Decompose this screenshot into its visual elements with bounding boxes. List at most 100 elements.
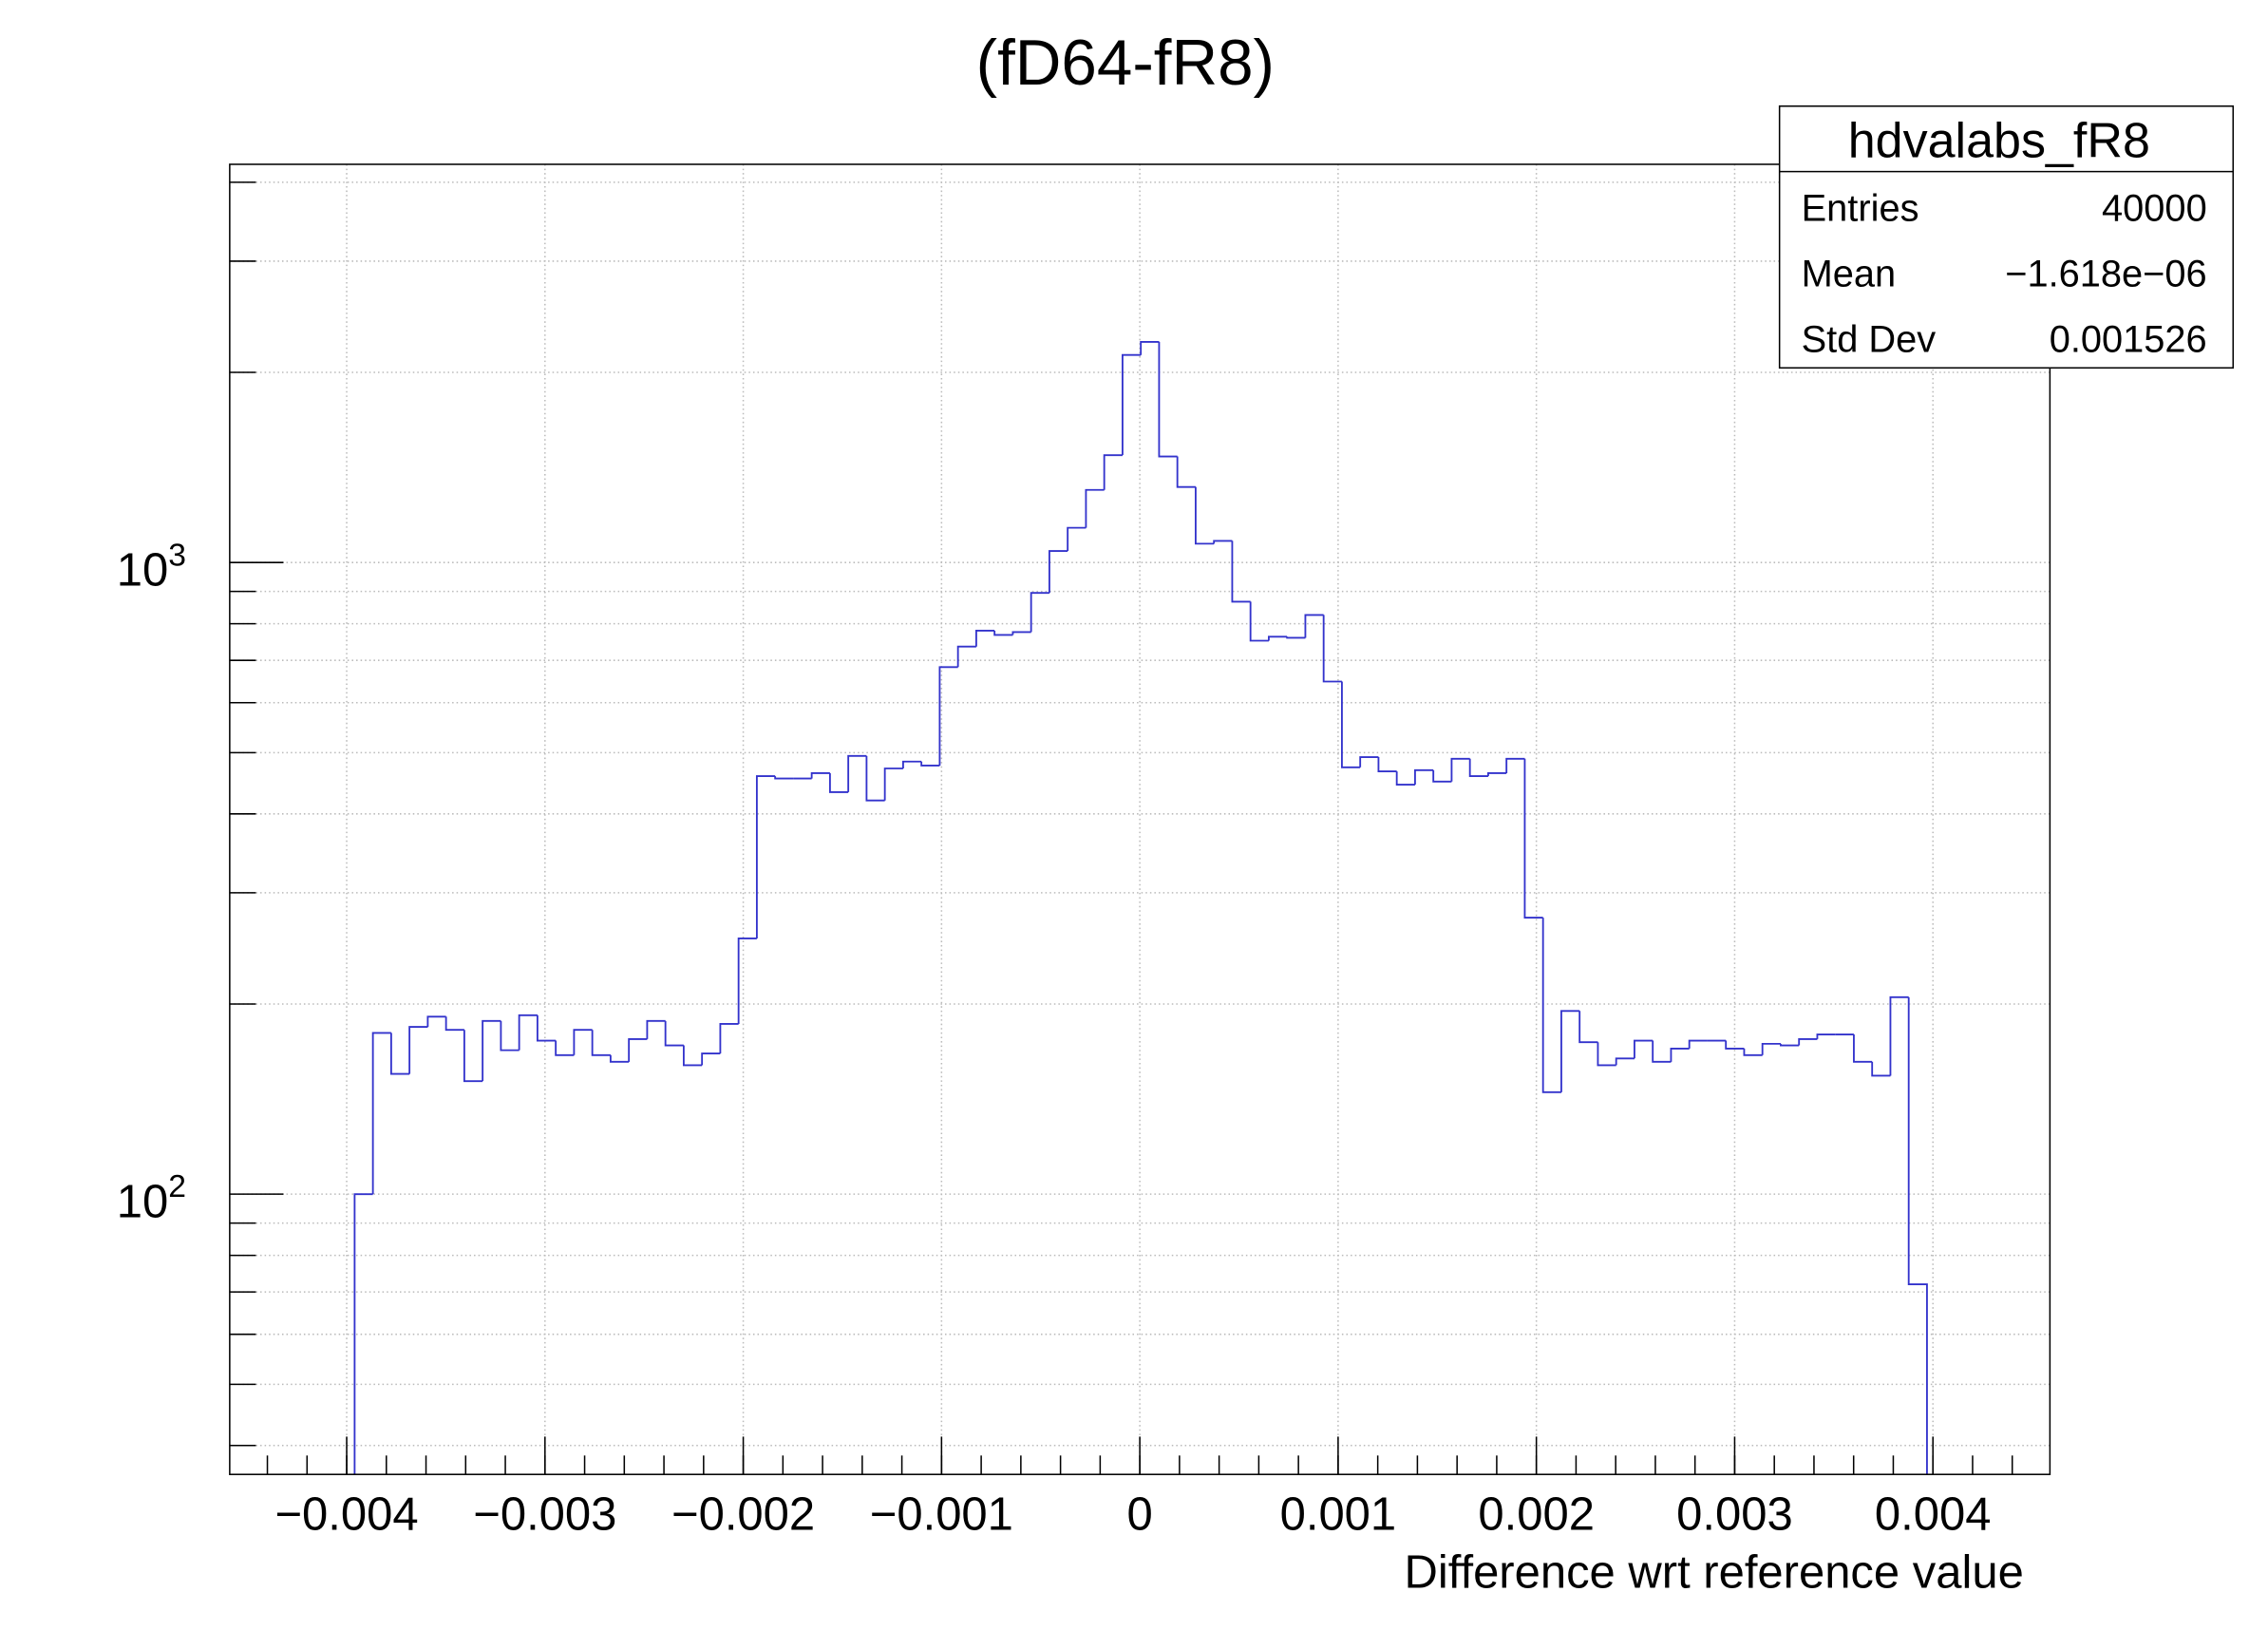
histogram-bin: [426, 1015, 446, 1028]
histogram-bin: [536, 1014, 557, 1042]
histogram-bin: [1103, 454, 1123, 490]
histogram-bin: [1597, 1042, 1616, 1067]
histogram-bin: [1743, 1048, 1763, 1056]
histogram-bin: [901, 760, 922, 769]
histogram-bin: [1505, 757, 1525, 773]
stats-box-frame: [1778, 104, 2235, 370]
stats-box-title: hdvalabs_fR8: [1848, 113, 2150, 168]
histogram-bin: [701, 1052, 721, 1066]
axis-ticks: [229, 181, 2013, 1475]
histogram-bin: [1140, 341, 1160, 355]
histogram-bin: [1067, 526, 1087, 552]
histogram-bin: [1725, 1040, 1745, 1050]
histogram-bin: [1121, 353, 1142, 456]
histogram-bin: [1523, 758, 1543, 919]
histogram-bin: [1030, 592, 1049, 633]
histogram-bin: [463, 1030, 483, 1083]
histogram-bin: [883, 768, 903, 801]
histogram-bin: [591, 1030, 611, 1056]
histogram-bin: [1780, 1043, 1800, 1047]
histogram-bin: [609, 1054, 630, 1063]
histogram-bin: [1176, 456, 1196, 488]
histogram-bin: [810, 772, 830, 779]
histogram-bin: [1871, 1061, 1891, 1077]
histogram-bin: [682, 1045, 703, 1067]
histogram-bin: [938, 666, 958, 766]
histogram-bin: [1048, 550, 1068, 594]
histogram-bin: [1414, 768, 1434, 786]
chart-title: (fD64-fR8): [976, 28, 1275, 99]
y-tick-labels: 102 103: [117, 538, 186, 1227]
histogram-bin: [664, 1020, 684, 1047]
histogram-bin: [755, 775, 776, 938]
histogram-bin: [1670, 1048, 1690, 1062]
x-tick-label: 0.001: [1280, 1488, 1397, 1540]
y-tick-label: 102: [117, 1169, 186, 1227]
histogram-bin: [1560, 1010, 1580, 1092]
histogram-bin: [774, 776, 794, 780]
histogram-bin: [353, 1193, 373, 1475]
histogram-bin: [956, 645, 976, 668]
histogram-bin: [1359, 756, 1379, 768]
histogram-bin: [847, 754, 867, 792]
histogram-bin: [1450, 757, 1470, 782]
histogram-bin: [737, 938, 757, 1024]
histogram-bin: [1615, 1057, 1635, 1066]
histogram-bin: [555, 1040, 575, 1056]
histogram-bin: [1889, 995, 1909, 1076]
x-axis-label: Difference wrt reference value: [1405, 1547, 2024, 1599]
histogram-bin: [518, 1014, 538, 1051]
x-tick-label: −0.001: [870, 1488, 1013, 1540]
histogram-bin: [444, 1016, 464, 1032]
stats-stddev-value: 0.001526: [2050, 318, 2207, 360]
histogram-bin: [1231, 540, 1251, 603]
histogram-bin: [920, 761, 940, 767]
histogram-bin: [1377, 757, 1397, 773]
histogram-bin: [1634, 1039, 1654, 1059]
histogram-bin: [1798, 1037, 1818, 1046]
histogram-bin: [993, 630, 1013, 636]
stats-entries-value: 40000: [2102, 188, 2207, 230]
histogram-bin: [1213, 540, 1233, 544]
histogram-bins: [353, 341, 1928, 1475]
histogram-bin: [1286, 636, 1306, 639]
histogram-bin: [865, 755, 885, 802]
histogram-bin: [1853, 1034, 1873, 1063]
stats-mean-label: Mean: [1802, 254, 1897, 295]
y-tick-label: 103: [117, 538, 186, 596]
stats-entries-label: Entries: [1802, 188, 1919, 230]
histogram-bin: [1688, 1039, 1708, 1049]
histogram-bin: [1907, 996, 1928, 1475]
histogram-bin: [1268, 635, 1288, 641]
histogram-bin: [1341, 681, 1361, 768]
histogram-bin: [1487, 772, 1507, 777]
histogram-bin: [1652, 1040, 1672, 1063]
stats-stddev-label: Std Dev: [1802, 318, 1937, 360]
histogram-bin: [482, 1019, 501, 1082]
histogram-bin: [1432, 769, 1452, 783]
histogram-bin: [1468, 758, 1488, 777]
histogram-bin: [573, 1029, 593, 1055]
x-tick-labels: −0.004 −0.003 −0.002 −0.001 0 0.001 0.002 0.003…: [274, 1488, 1991, 1540]
histogram-bin: [1816, 1033, 1836, 1039]
histogram-bin: [1304, 614, 1324, 638]
stats-mean-value: −1.618e−06: [2005, 254, 2206, 295]
histogram-bin: [1011, 631, 1031, 635]
histogram-bin: [1578, 1011, 1598, 1044]
x-tick-label: −0.004: [274, 1488, 418, 1540]
x-tick-label: −0.002: [671, 1488, 815, 1540]
histogram-bin: [828, 772, 849, 793]
x-tick-label: 0.002: [1478, 1488, 1595, 1540]
histogram-bin: [646, 1019, 666, 1039]
histogram-bin: [628, 1037, 648, 1062]
histogram-bin: [1249, 601, 1269, 642]
x-tick-label: 0.003: [1676, 1488, 1793, 1540]
histogram-bin: [389, 1033, 410, 1075]
grid: [229, 163, 2051, 1475]
histogram-bin: [371, 1032, 391, 1195]
histogram-bin: [408, 1026, 428, 1074]
histogram-bin: [1541, 918, 1561, 1093]
x-tick-label: −0.003: [473, 1488, 616, 1540]
histogram-bin: [1158, 341, 1178, 458]
